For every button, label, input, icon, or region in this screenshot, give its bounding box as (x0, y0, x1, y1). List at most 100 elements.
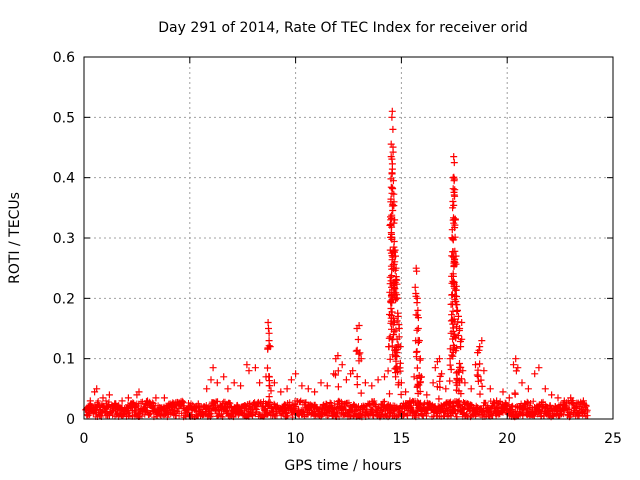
data-point (411, 283, 419, 291)
data-point (392, 373, 400, 381)
data-point (388, 342, 396, 350)
data-point (388, 189, 396, 197)
data-point (265, 342, 273, 350)
data-point (387, 183, 395, 191)
x-tick-label: 25 (604, 431, 622, 447)
data-point (453, 293, 460, 300)
data-point (451, 186, 459, 194)
data-point (390, 190, 398, 198)
data-point (356, 349, 364, 357)
data-point (220, 373, 228, 381)
data-point (357, 389, 365, 397)
data-point (452, 252, 460, 260)
data-point (451, 233, 459, 241)
data-point (467, 385, 475, 393)
data-point (450, 175, 458, 183)
data-point (438, 370, 446, 378)
data-point (431, 364, 439, 372)
data-point (453, 307, 461, 315)
data-point (256, 379, 264, 387)
data-point (213, 379, 221, 387)
data-point (194, 400, 202, 408)
data-point (99, 394, 107, 402)
data-point (446, 361, 454, 369)
data-point (458, 319, 466, 326)
data-point (397, 379, 405, 387)
data-point (135, 388, 143, 396)
data-point (264, 364, 271, 372)
data-point (387, 305, 395, 312)
data-point (203, 385, 211, 393)
data-point (387, 213, 394, 221)
data-point (448, 311, 456, 319)
data-point (512, 367, 520, 375)
data-points (82, 107, 587, 414)
y-tick-label: 0.1 (53, 352, 75, 368)
data-point (475, 346, 483, 354)
data-point (86, 397, 94, 405)
data-point (393, 346, 401, 354)
data-point (388, 308, 396, 316)
data-point (245, 367, 253, 375)
data-point (112, 400, 120, 408)
data-point (541, 385, 549, 393)
data-point (453, 344, 461, 352)
data-point (396, 367, 404, 375)
data-point (186, 403, 194, 411)
data-point (413, 294, 421, 302)
y-tick-label: 0.2 (53, 291, 75, 307)
data-point (353, 381, 361, 389)
data-point (392, 296, 400, 304)
data-point (451, 192, 459, 200)
data-point (454, 332, 462, 339)
x-tick-label: 15 (392, 431, 410, 447)
data-point (391, 285, 399, 293)
data-point (476, 360, 484, 368)
data-point (450, 153, 458, 161)
data-point (414, 325, 422, 332)
data-point (560, 397, 568, 405)
data-point (292, 370, 300, 378)
data-point (480, 367, 488, 375)
data-point (391, 258, 399, 266)
data-point (353, 373, 361, 381)
data-point (416, 388, 424, 395)
data-point (510, 361, 517, 369)
data-point (374, 376, 382, 384)
noise-markers (82, 397, 591, 421)
data-point (105, 391, 113, 399)
data-point (505, 394, 513, 402)
data-point (388, 155, 396, 163)
data-point (334, 383, 342, 391)
data-point (334, 352, 342, 360)
data-point (450, 201, 458, 209)
data-point (390, 219, 398, 227)
data-point (451, 247, 459, 255)
data-point (413, 267, 421, 275)
data-point (416, 355, 424, 363)
data-point (413, 326, 421, 334)
data-point (458, 335, 466, 343)
data-point (144, 397, 151, 405)
data-point (412, 290, 420, 297)
data-point (386, 355, 394, 363)
data-point (152, 394, 160, 402)
data-point (391, 216, 399, 224)
data-point (266, 382, 274, 390)
y-axis-label: ROTI / TECUs (7, 192, 23, 284)
data-point (436, 377, 444, 385)
data-point (514, 364, 522, 372)
data-point (429, 379, 437, 387)
data-point (243, 361, 251, 369)
x-tick-label: 10 (287, 431, 305, 447)
data-point (486, 385, 494, 393)
data-point (207, 376, 215, 384)
data-point (461, 379, 469, 387)
data-point (388, 299, 396, 307)
data-point (554, 394, 562, 402)
data-point (454, 306, 461, 314)
data-point (323, 382, 331, 390)
data-point (388, 113, 396, 121)
data-point (354, 336, 362, 343)
data-point (472, 361, 479, 369)
